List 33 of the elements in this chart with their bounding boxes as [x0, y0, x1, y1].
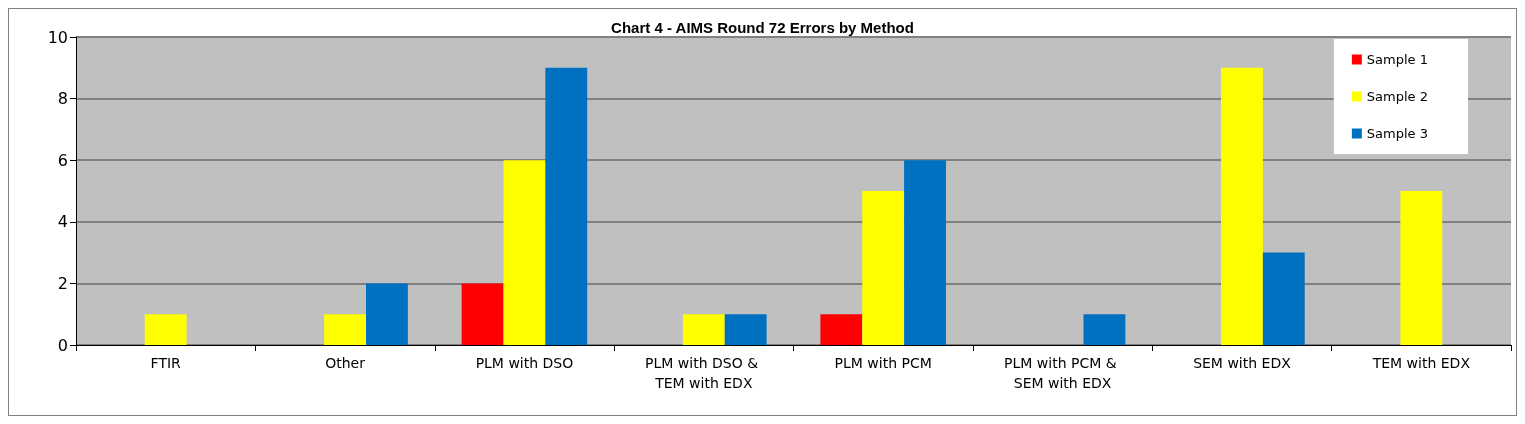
bar — [1221, 67, 1263, 345]
x-tick-label: PLM with PCM & SEM with EDX — [1004, 355, 1122, 391]
bar — [1400, 191, 1443, 345]
y-tick-label: 2 — [57, 273, 68, 293]
bar — [724, 314, 767, 345]
bar — [682, 314, 725, 345]
y-tick-label: 0 — [57, 335, 68, 355]
y-tick-label: 8 — [57, 89, 68, 109]
x-tick-label: TEM with EDX — [1371, 355, 1471, 371]
bar — [820, 314, 863, 345]
x-tick-label: PLM with PCM — [834, 355, 932, 371]
y-tick-label: 6 — [57, 150, 68, 170]
legend-label: Sample 1 — [1366, 52, 1429, 67]
x-tick-label: Other — [325, 355, 366, 371]
bar — [1262, 252, 1305, 345]
bar — [365, 283, 408, 345]
y-tick-label: 10 — [47, 27, 68, 47]
bar — [324, 314, 366, 345]
x-tick-label: SEM with EDX — [1193, 355, 1292, 371]
bar — [461, 283, 504, 345]
bar — [862, 191, 905, 345]
x-tick-label: PLM with DSO & TEM with EDX — [645, 355, 763, 391]
bar — [503, 160, 546, 345]
bar — [545, 67, 588, 345]
legend-label: Sample 2 — [1366, 89, 1429, 104]
legend-label: Sample 3 — [1366, 126, 1429, 141]
bar — [1083, 314, 1126, 345]
y-tick-label: 4 — [57, 212, 68, 232]
bar — [144, 314, 187, 345]
bar — [904, 160, 946, 345]
x-tick-label: FTIR — [150, 355, 182, 371]
chart-title: Chart 4 - AIMS Round 72 Errors by Method — [611, 19, 914, 36]
x-tick-label: PLM with DSO — [475, 355, 574, 371]
